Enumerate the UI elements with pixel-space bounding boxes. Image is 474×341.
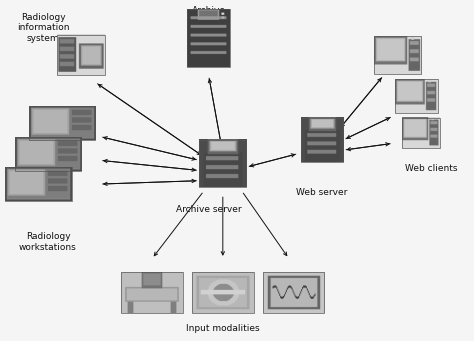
Text: Archive: Archive <box>191 6 226 15</box>
Text: Web server: Web server <box>296 188 348 197</box>
Bar <box>121 272 182 313</box>
Text: Input modalities: Input modalities <box>186 324 260 333</box>
Bar <box>263 272 324 313</box>
Bar <box>192 272 254 313</box>
Text: Archive server: Archive server <box>176 205 241 214</box>
Bar <box>57 35 105 75</box>
Bar <box>187 9 230 67</box>
Bar <box>29 106 95 140</box>
Text: Radiology
workstations: Radiology workstations <box>19 232 77 252</box>
Text: Radiology
information
system: Radiology information system <box>17 13 70 43</box>
Bar <box>199 140 246 188</box>
Bar <box>402 118 440 148</box>
Bar <box>395 79 438 113</box>
Bar <box>374 36 421 74</box>
Bar <box>15 136 81 170</box>
Text: Web clients: Web clients <box>404 164 457 173</box>
Bar <box>5 167 72 201</box>
Bar <box>301 118 343 162</box>
